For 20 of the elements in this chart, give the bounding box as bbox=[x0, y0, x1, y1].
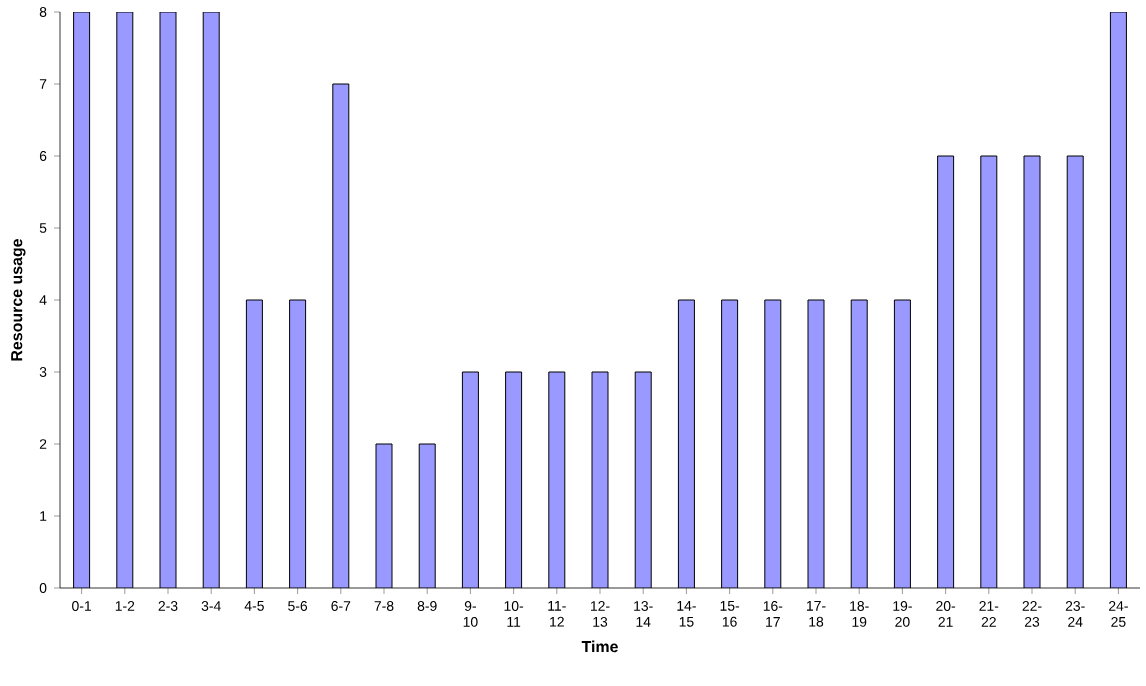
bar bbox=[203, 12, 220, 588]
bar bbox=[937, 156, 954, 588]
bar bbox=[246, 300, 263, 588]
bar bbox=[505, 372, 522, 588]
bar bbox=[419, 444, 436, 588]
bar bbox=[894, 300, 911, 588]
bar bbox=[289, 300, 306, 588]
bar bbox=[635, 372, 652, 588]
bar bbox=[721, 300, 738, 588]
bar bbox=[73, 12, 90, 588]
bar bbox=[462, 372, 479, 588]
bar bbox=[116, 12, 133, 588]
bar bbox=[1109, 12, 1127, 588]
bar bbox=[332, 84, 349, 588]
bar bbox=[548, 372, 565, 588]
bar bbox=[678, 300, 695, 588]
bar bbox=[980, 156, 997, 588]
bar bbox=[1067, 156, 1084, 588]
bar bbox=[764, 300, 781, 588]
bar bbox=[851, 300, 868, 588]
